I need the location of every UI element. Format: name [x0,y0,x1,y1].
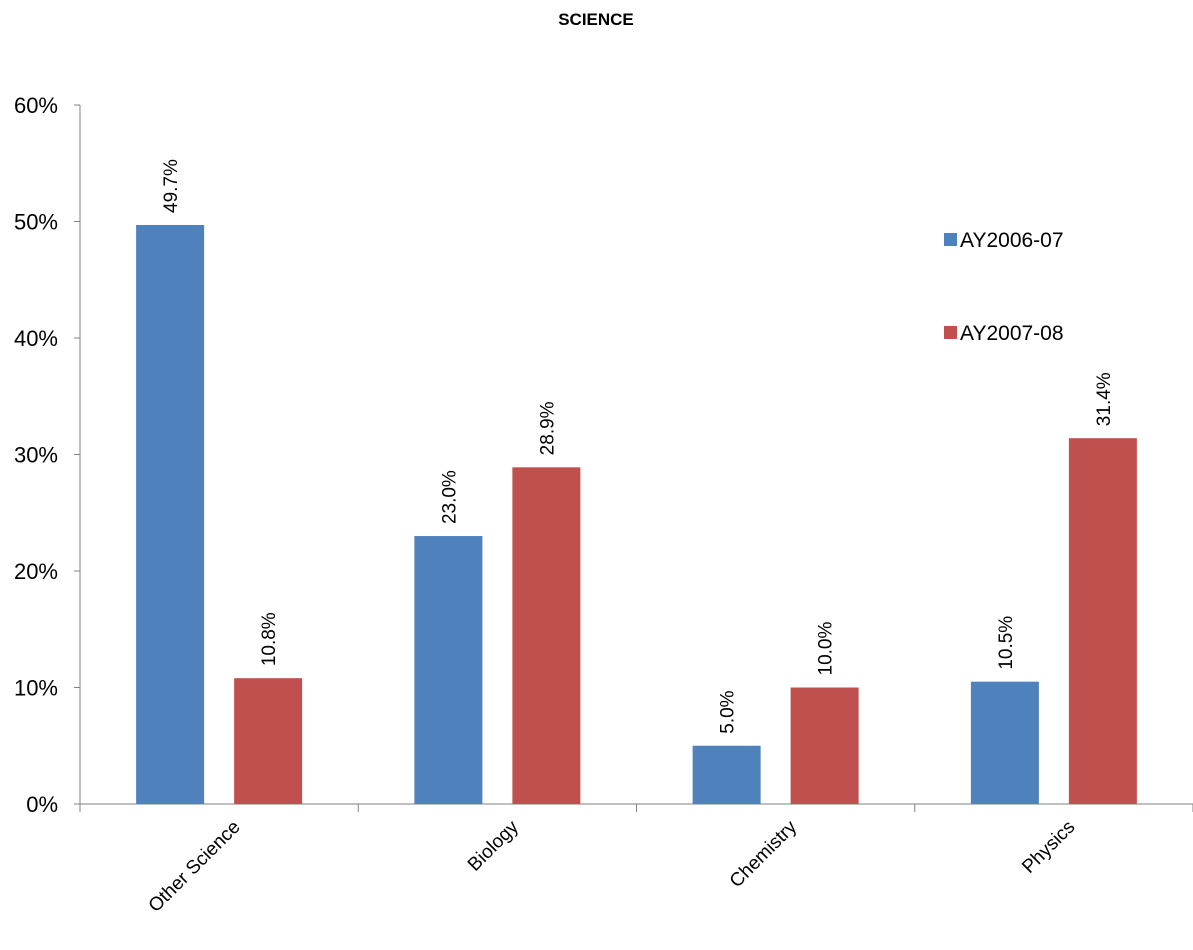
y-tick-label: 50% [14,210,58,235]
bar-chemistry-ay2006-07 [692,745,761,804]
data-label: 10.8% [259,612,280,666]
bar-chemistry-ay2007-08 [790,687,859,804]
bar-physics-ay2006-07 [970,681,1039,804]
y-tick-label: 0% [26,792,58,817]
bar-biology-ay2007-08 [512,467,581,804]
x-category-label: Biology [464,816,523,875]
data-label: 23.0% [439,470,460,524]
bar-physics-ay2007-08 [1068,438,1137,804]
x-axis-categories: Other Science Biology Chemistry Physics [145,816,1080,916]
x-category-label: Chemistry [726,816,802,892]
y-tick-label: 20% [14,559,58,584]
data-label: 31.4% [1094,372,1115,426]
data-labels: 49.7% 10.8% 23.0% 28.9% 5.0% 10.0% 10.5% 31.4% [161,159,1115,734]
bar-other-science-ay2006-07 [136,224,205,804]
x-category-label: Other Science [145,817,245,917]
legend: AY2006-07 AY2007-08 [944,229,1064,345]
data-label: 49.7% [161,159,182,213]
chart-title: SCIENCE [558,10,634,29]
legend-label: AY2007-08 [960,322,1064,345]
x-category-label: Physics [1018,817,1079,878]
y-tick-label: 60% [14,93,58,118]
y-tick-label: 30% [14,443,58,468]
legend-label: AY2006-07 [960,229,1064,252]
data-label: 28.9% [537,401,558,455]
legend-swatch [944,326,957,339]
bar-biology-ay2006-07 [414,536,483,804]
y-axis-ticks: 0% 10% 20% 30% 40% 50% 60% [14,93,80,817]
bars [136,224,1137,804]
data-label: 10.5% [996,616,1017,670]
bar-other-science-ay2007-08 [234,678,303,804]
y-tick-label: 40% [14,326,58,351]
data-label: 10.0% [816,622,837,676]
data-label: 5.0% [718,690,739,733]
legend-swatch [944,233,957,246]
y-tick-label: 10% [14,676,58,701]
